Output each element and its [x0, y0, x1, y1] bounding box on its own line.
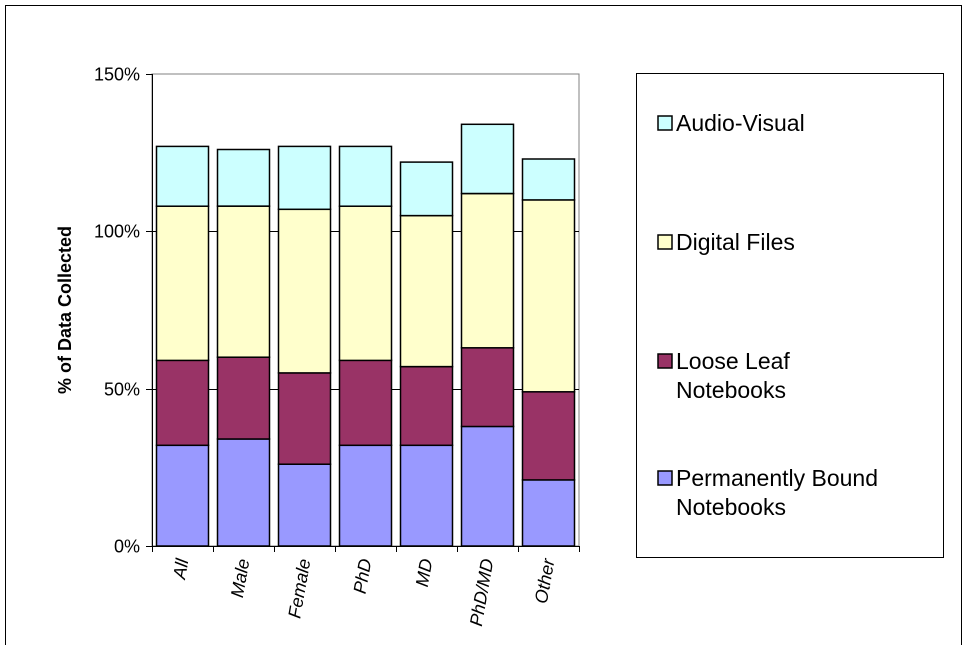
- legend-label: Notebooks: [676, 377, 786, 403]
- bars: [155, 123, 576, 547]
- bar-segment: [521, 479, 576, 547]
- bar-segment: [216, 148, 271, 207]
- y-tick-label: 0%: [114, 537, 140, 557]
- bar-segment: [399, 161, 454, 217]
- legend-label: Notebooks: [676, 494, 786, 520]
- bar-segment: [277, 208, 332, 374]
- bar-segment: [399, 444, 454, 547]
- bar-segment: [521, 391, 576, 481]
- x-tick-label: All: [169, 556, 193, 581]
- axes: [152, 74, 579, 547]
- bar-segment: [216, 438, 271, 547]
- bar-segment: [155, 444, 210, 547]
- legend-label: Loose Leaf: [676, 348, 790, 374]
- bar-segment: [155, 359, 210, 447]
- bar-segment: [338, 145, 393, 207]
- bar-segment: [216, 356, 271, 440]
- bar-segment: [460, 425, 515, 547]
- legend-label: Digital Files: [676, 229, 795, 255]
- bar-segment: [338, 205, 393, 362]
- legend-swatch: [657, 353, 673, 369]
- bar-segment: [460, 123, 515, 195]
- bar-segment: [399, 214, 454, 368]
- legend-label: Audio-Visual: [676, 110, 805, 136]
- legend: Audio-Visual Digital Files Loose Leaf Noteb…: [636, 73, 944, 558]
- bar-segment: [277, 463, 332, 547]
- y-axis-title: % of Data Collected: [55, 226, 75, 394]
- bar-segment: [155, 145, 210, 207]
- bar-segment: [338, 359, 393, 447]
- bar-segment: [460, 347, 515, 428]
- legend-swatch: [657, 470, 673, 486]
- y-tick-label: 50%: [104, 380, 140, 400]
- bar-segment: [521, 199, 576, 393]
- y-tick-label: 150%: [94, 65, 140, 85]
- legend-swatch: [657, 234, 673, 250]
- bar-segment: [521, 158, 576, 201]
- y-tick-label: 100%: [94, 222, 140, 242]
- bar-segment: [216, 205, 271, 358]
- bar-segment: [338, 444, 393, 547]
- y-tick-labels: 0% 50% 100% 150%: [94, 65, 152, 557]
- bar-segment: [460, 192, 515, 349]
- bar-segment: [155, 205, 210, 362]
- bar-segment: [277, 372, 332, 465]
- legend-swatch: [657, 115, 673, 131]
- x-tick-label: MD: [412, 557, 437, 588]
- bar-segment: [399, 365, 454, 447]
- bar-segment: [277, 145, 332, 211]
- legend-label: Permanently Bound: [676, 465, 878, 491]
- plot-area: 0%50%100%150% All Male Female PhD MD PhD/MD Ot…: [94, 65, 580, 628]
- legend-box: [636, 73, 944, 558]
